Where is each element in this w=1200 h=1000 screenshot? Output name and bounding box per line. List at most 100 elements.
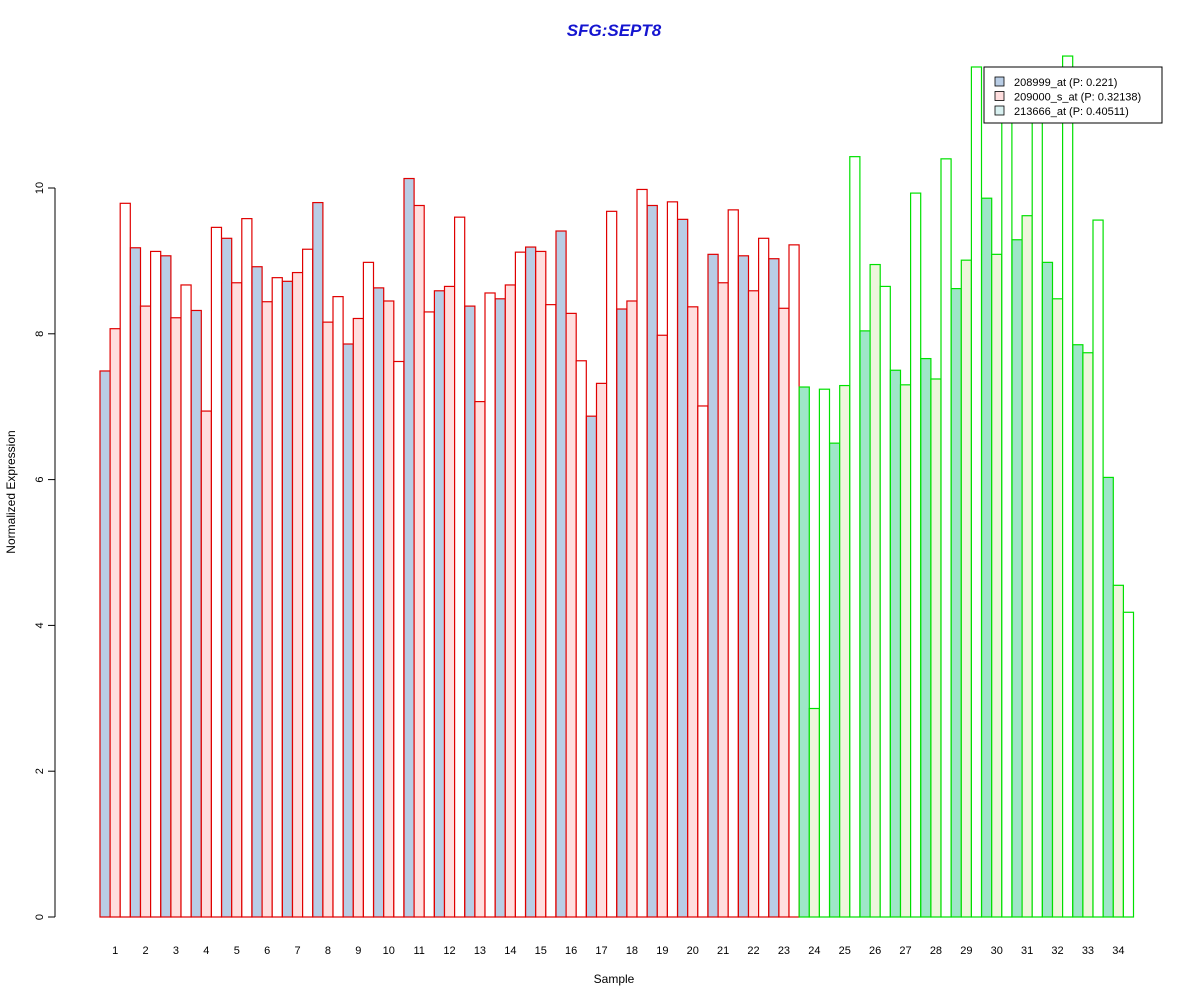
x-tick-label: 30 [991, 945, 1003, 957]
x-tick-label: 26 [869, 945, 881, 957]
x-tick-label: 12 [443, 945, 455, 957]
x-tick-label: 2 [142, 945, 148, 957]
bar [849, 156, 861, 918]
bar [991, 253, 1003, 918]
bar [393, 360, 405, 918]
bar [1102, 476, 1114, 918]
bar [139, 305, 152, 918]
bar [383, 300, 395, 918]
bar [332, 296, 344, 918]
bar [889, 369, 902, 918]
bar [656, 334, 668, 918]
bar [119, 202, 131, 918]
legend-entry: 208999_at (P: 0.221) [1014, 77, 1117, 89]
bar [808, 707, 820, 918]
bar [302, 248, 314, 918]
bar [676, 218, 689, 918]
bar [717, 282, 729, 918]
x-tick-label: 13 [474, 945, 486, 957]
x-tick-label: 20 [687, 945, 699, 957]
bar [859, 330, 871, 918]
bar [545, 304, 557, 918]
x-tick-label: 33 [1082, 945, 1094, 957]
x-tick-label: 4 [203, 945, 209, 957]
y-tick-label: 0 [34, 914, 46, 920]
bar [788, 244, 800, 918]
x-tick-label: 21 [717, 945, 729, 957]
x-tick-label: 14 [504, 945, 516, 957]
bar [514, 251, 527, 918]
bar [231, 282, 243, 918]
x-tick-label: 25 [839, 945, 851, 957]
x-tick-label: 8 [325, 945, 331, 957]
bar [504, 284, 516, 918]
bar [899, 384, 912, 918]
legend: 208999_at (P: 0.221) 209000_s_at (P: 0.32… [983, 66, 1163, 124]
bar [190, 309, 202, 918]
bar [970, 66, 983, 918]
x-tick-label: 31 [1021, 945, 1033, 957]
bar [373, 287, 385, 918]
bar [1041, 261, 1054, 918]
y-tick-label: 8 [34, 331, 46, 337]
bar [737, 255, 750, 918]
bar [312, 201, 324, 918]
x-tick-label: 3 [173, 945, 179, 957]
bar [940, 158, 952, 918]
bar [666, 201, 679, 918]
y-axis: 0 2 4 6 8 10 [34, 182, 56, 920]
bar [210, 226, 223, 918]
x-tick-label: 6 [264, 945, 270, 957]
bar [241, 218, 253, 918]
bar [920, 357, 932, 918]
bar [221, 237, 233, 918]
bar [778, 307, 790, 918]
bar [362, 261, 375, 918]
bar [687, 306, 699, 918]
bar [980, 197, 993, 918]
bar [768, 258, 780, 918]
bar [1112, 584, 1125, 918]
bar [454, 216, 466, 918]
legend-swatch [994, 76, 1005, 87]
bar [757, 237, 770, 918]
bar [1072, 344, 1084, 918]
bar [150, 250, 162, 918]
y-tick-label: 2 [34, 768, 46, 774]
y-tick-label: 10 [34, 182, 46, 194]
bar [798, 386, 810, 918]
bar [170, 317, 182, 918]
x-tick-label: 18 [626, 945, 638, 957]
bar [869, 263, 881, 918]
bar [565, 312, 577, 918]
bar [626, 300, 638, 918]
bar [636, 188, 648, 918]
bar [200, 410, 213, 918]
bar [494, 298, 506, 918]
x-tick-label: 10 [383, 945, 395, 957]
x-tick-label: 15 [535, 945, 547, 957]
bar [281, 280, 294, 918]
chart-title: SFG:SEPT8 [567, 21, 662, 40]
bar [1122, 611, 1135, 918]
bar [646, 204, 658, 918]
legend-box [983, 66, 1163, 124]
bar [413, 204, 425, 918]
x-tick-label: 16 [565, 945, 577, 957]
x-tick-label: 5 [234, 945, 240, 957]
x-tick-label: 29 [960, 945, 972, 957]
bar [464, 305, 476, 918]
y-axis-label: Normalized Expression [4, 430, 18, 553]
bar [909, 192, 922, 918]
bar [555, 230, 567, 918]
bar [727, 209, 739, 918]
bar [474, 400, 486, 918]
x-tick-label: 19 [656, 945, 668, 957]
x-tick-label: 22 [747, 945, 759, 957]
bar [950, 288, 962, 918]
bar [930, 378, 942, 918]
bar [616, 308, 628, 918]
x-tick-label: 34 [1112, 945, 1124, 957]
bar [585, 415, 598, 918]
